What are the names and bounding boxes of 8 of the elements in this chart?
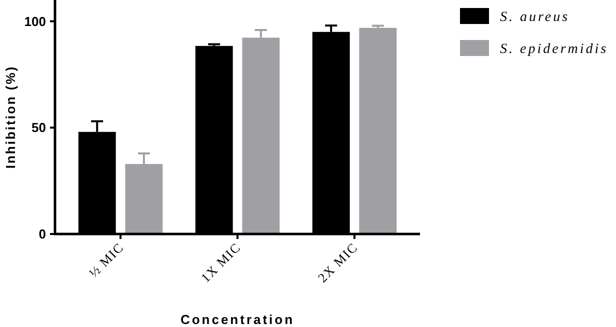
y-tick-label: 100: [24, 14, 46, 29]
legend-label: S. aureus: [500, 10, 570, 25]
legend-label: S. epidermidis: [500, 42, 608, 57]
x-axis-title: Concentration: [180, 312, 295, 327]
y-tick-label: 0: [38, 226, 46, 242]
bar: [359, 28, 397, 234]
y-tick-label: 50: [32, 120, 46, 136]
y-axis-title: Inhibition (%): [3, 65, 18, 169]
